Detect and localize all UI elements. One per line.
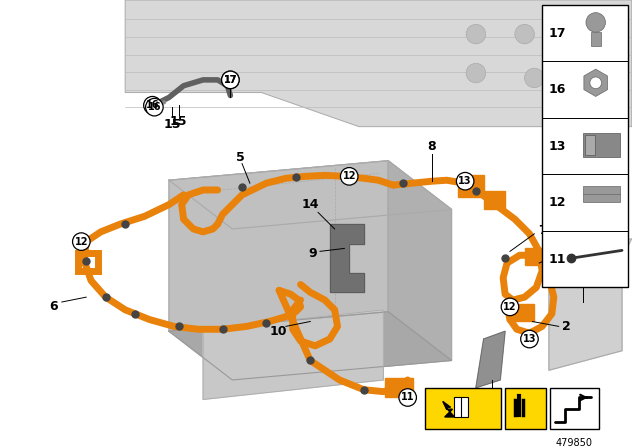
Polygon shape (484, 191, 505, 210)
Text: 10: 10 (269, 325, 287, 338)
Circle shape (72, 233, 90, 250)
Circle shape (583, 58, 602, 78)
Text: 12: 12 (549, 196, 566, 209)
Circle shape (456, 172, 474, 190)
Text: 15: 15 (170, 115, 188, 128)
FancyBboxPatch shape (550, 388, 598, 429)
Text: 9: 9 (308, 247, 317, 260)
Text: 4: 4 (586, 266, 595, 279)
Text: 12: 12 (342, 171, 356, 181)
Text: 13: 13 (523, 334, 536, 344)
Text: 13: 13 (549, 140, 566, 153)
Circle shape (593, 15, 612, 34)
Text: 3: 3 (488, 407, 497, 420)
Polygon shape (507, 304, 534, 322)
Polygon shape (458, 175, 484, 197)
Polygon shape (525, 249, 549, 265)
Circle shape (399, 389, 417, 406)
Circle shape (590, 77, 602, 89)
Polygon shape (125, 0, 632, 127)
Polygon shape (203, 310, 383, 400)
Text: 15: 15 (163, 118, 180, 131)
FancyBboxPatch shape (591, 32, 600, 46)
Circle shape (143, 96, 161, 114)
Text: 11: 11 (549, 253, 566, 266)
Polygon shape (443, 401, 454, 417)
Polygon shape (549, 258, 622, 370)
FancyBboxPatch shape (542, 5, 628, 288)
Text: 6: 6 (50, 301, 58, 314)
Circle shape (554, 10, 573, 29)
Polygon shape (385, 378, 413, 397)
Text: 17: 17 (549, 26, 566, 39)
Text: 11: 11 (401, 392, 415, 402)
Text: 16: 16 (549, 83, 566, 96)
Circle shape (501, 298, 519, 316)
Circle shape (221, 71, 239, 89)
Circle shape (586, 13, 605, 32)
FancyBboxPatch shape (583, 134, 620, 157)
Circle shape (466, 24, 486, 44)
Circle shape (466, 63, 486, 83)
FancyBboxPatch shape (454, 397, 468, 417)
FancyBboxPatch shape (585, 135, 595, 155)
Text: 479850: 479850 (556, 439, 593, 448)
Circle shape (515, 24, 534, 44)
Text: 2: 2 (562, 320, 571, 333)
Circle shape (340, 168, 358, 185)
Polygon shape (584, 69, 607, 96)
Text: 13: 13 (458, 176, 472, 186)
Text: 14: 14 (301, 198, 319, 211)
Text: 5: 5 (236, 151, 244, 164)
Text: 1: 1 (610, 266, 619, 279)
Text: 7: 7 (538, 224, 547, 237)
Circle shape (221, 71, 239, 89)
Text: 12: 12 (503, 302, 516, 312)
Polygon shape (330, 224, 364, 292)
Polygon shape (169, 161, 388, 331)
FancyBboxPatch shape (505, 388, 546, 429)
Circle shape (521, 330, 538, 348)
Polygon shape (169, 312, 452, 380)
Polygon shape (388, 161, 452, 361)
Polygon shape (549, 239, 632, 278)
Polygon shape (476, 331, 505, 388)
Text: 16: 16 (148, 102, 161, 112)
Circle shape (525, 68, 544, 88)
Polygon shape (169, 161, 452, 229)
Text: 8: 8 (428, 140, 436, 153)
FancyBboxPatch shape (425, 388, 501, 429)
Text: 17: 17 (223, 75, 237, 85)
Text: 17: 17 (223, 75, 237, 85)
Circle shape (146, 99, 163, 116)
Text: 12: 12 (75, 237, 88, 246)
Text: 16: 16 (146, 100, 159, 110)
FancyBboxPatch shape (583, 186, 620, 202)
